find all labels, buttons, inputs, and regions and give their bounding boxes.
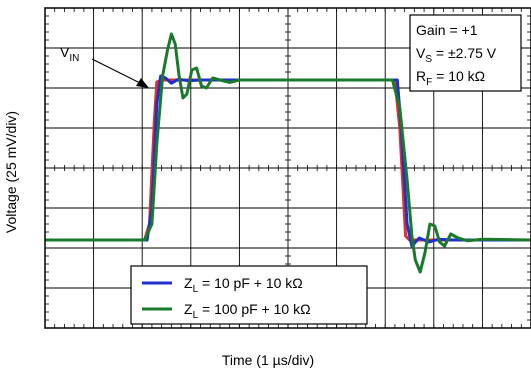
vin-arrow-line (91, 58, 141, 84)
plot-frame (44, 7, 531, 329)
legend-entry-green: ZL = 100 pF + 10 kΩ (184, 301, 311, 321)
vs-text: VS = ±2.75 V (416, 45, 497, 65)
series-line-green (45, 32, 531, 274)
gain-text: Gain = +1 (416, 22, 478, 38)
annotation-box: Gain = +1 VS = ±2.75 V RF = 10 kΩ (409, 14, 522, 92)
y-axis-label: Voltage (25 mV/div) (3, 111, 19, 233)
annotation-box-frame (409, 14, 522, 92)
legend-entry-blue: ZL = 10 pF + 10 kΩ (184, 275, 303, 295)
legend: ZL = 10 pF + 10 kΩ ZL = 100 pF + 10 kΩ (130, 265, 368, 325)
legend-frame (130, 265, 368, 325)
rf-text: RF = 10 kΩ (416, 68, 485, 88)
vin-arrow-head (136, 78, 149, 88)
vin-label: VIN (60, 44, 79, 64)
vin-annotation: VIN (60, 44, 149, 88)
x-axis-label: Time (1 µs/div) (222, 352, 314, 368)
series-layer (45, 32, 531, 274)
